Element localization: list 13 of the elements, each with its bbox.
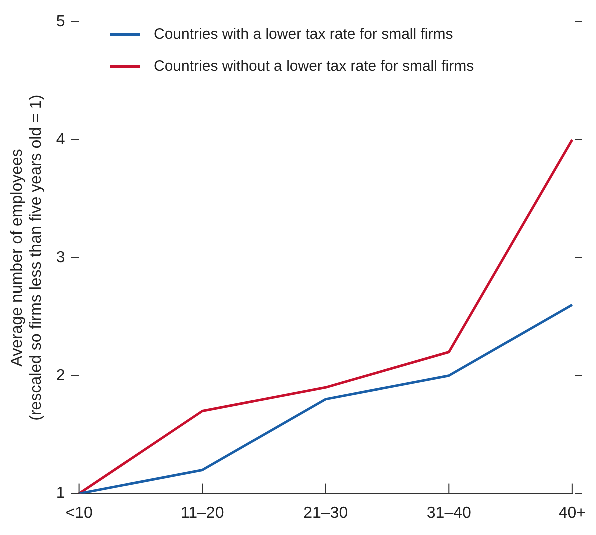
x-tick-label: 11–20	[180, 504, 224, 522]
y-axis-title: Average number of employees (rescaled so firms less than five years old = 1)	[9, 94, 46, 421]
x-tick-label: 21–30	[304, 504, 348, 522]
x-tick-label: 40+	[558, 504, 586, 522]
y-tick-label: 5	[56, 13, 66, 30]
legend-label: Countries without a lower tax rate for small firms	[154, 58, 474, 74]
y-tick-label: 2	[56, 367, 66, 384]
y-tick-label: 3	[56, 249, 66, 266]
y-tick-label: 1	[56, 485, 66, 502]
x-tick-label: <10	[66, 504, 93, 522]
legend-label: Countries with a lower tax rate for small firms	[154, 26, 454, 42]
y-tick-label: 4	[56, 131, 66, 148]
x-tick-label: 31–40	[426, 504, 472, 522]
